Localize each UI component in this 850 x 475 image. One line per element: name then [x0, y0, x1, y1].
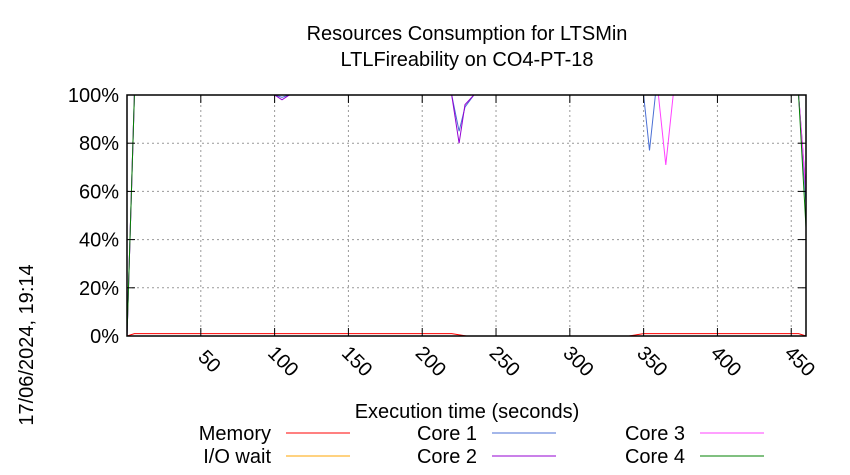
x-tick-label: 400: [706, 342, 745, 381]
grid: [127, 95, 806, 336]
plot-frame: [126, 94, 807, 337]
series-line-core-2: [126, 94, 807, 337]
x-tick-label: 50: [193, 346, 224, 377]
series-line-core-4: [126, 94, 807, 337]
chart-subtitle: LTLFireability on CO4-PT-18: [340, 49, 593, 71]
series-lines: [126, 94, 807, 337]
legend-label-core-3: Core 3: [625, 423, 685, 445]
legend-label-core-1: Core 1: [417, 423, 477, 445]
y-axis-ticks: 0% 20% 40% 60% 80% 100%: [68, 85, 806, 348]
legend-label-i-o-wait: I/O wait: [203, 446, 271, 468]
legend-label-core-2: Core 2: [417, 446, 477, 468]
x-tick-label: 350: [632, 342, 671, 381]
series-line-core-1: [126, 94, 807, 337]
x-tick-label: 300: [558, 342, 597, 381]
y-tick-label: 20%: [79, 278, 119, 300]
x-axis-label: Execution time (seconds): [355, 401, 580, 423]
y-tick-label: 40%: [79, 230, 119, 252]
x-tick-label: 200: [411, 342, 450, 381]
timestamp-label: 17/06/2024, 19:14: [16, 264, 38, 425]
y-tick-label: 0%: [90, 326, 119, 348]
chart-title: Resources Consumption for LTSMin: [307, 23, 628, 45]
y-tick-label: 100%: [68, 85, 119, 107]
series-line-core-3: [126, 94, 807, 337]
x-tick-label: 150: [337, 342, 376, 381]
legend-label-core-4: Core 4: [625, 446, 685, 468]
x-tick-label: 100: [263, 342, 302, 381]
x-tick-label: 250: [485, 342, 524, 381]
y-tick-label: 80%: [79, 133, 119, 155]
y-tick-label: 60%: [79, 181, 119, 203]
x-tick-label: 450: [780, 342, 819, 381]
x-axis-ticks: 50 100 150 200 250 300 350 400 450: [193, 95, 819, 381]
legend-label-memory: Memory: [199, 423, 271, 445]
